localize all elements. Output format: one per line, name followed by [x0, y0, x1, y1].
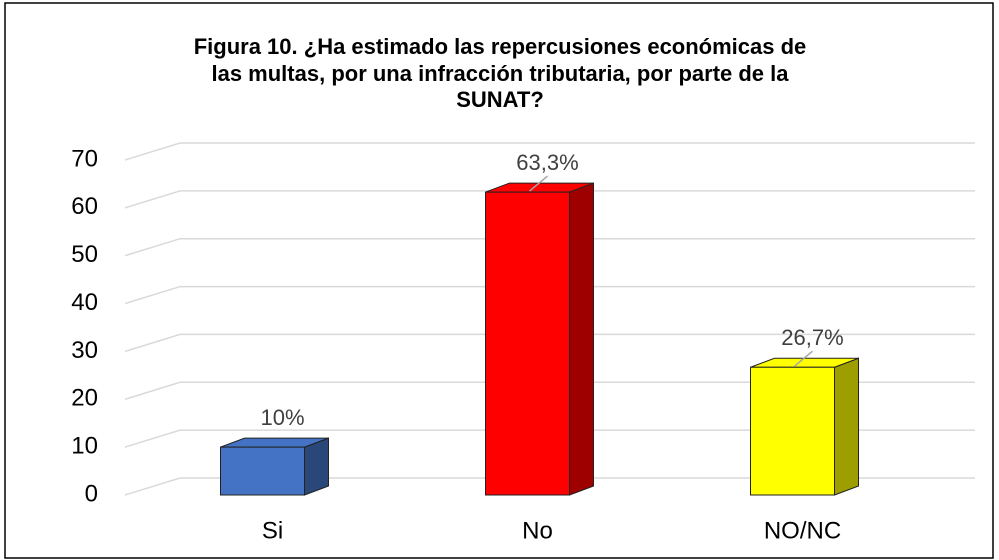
chart-title: Figura 10. ¿Ha estimado las repercusione… — [194, 34, 807, 59]
leader-line — [794, 350, 813, 367]
grid-line — [124, 285, 975, 305]
bar — [750, 357, 859, 496]
grid-line — [124, 237, 975, 257]
y-tick-label: 60 — [71, 193, 98, 220]
y-tick-label: 50 — [71, 241, 98, 268]
y-tick-label: 20 — [71, 385, 98, 412]
bar-front — [750, 366, 835, 496]
grid-line — [124, 429, 975, 448]
bar-side — [834, 357, 859, 496]
y-tick-label: 70 — [71, 145, 98, 172]
y-tick-label: 40 — [71, 289, 98, 316]
value-label: 63,3% — [516, 150, 578, 175]
grid-line — [124, 190, 975, 209]
grid-line — [124, 381, 975, 401]
value-label: 26,7% — [781, 325, 843, 350]
grid-line — [124, 142, 975, 161]
bar — [220, 437, 329, 496]
chart-title: las multas, por una infracción tributari… — [211, 61, 789, 86]
x-tick-label: NO/NC — [764, 517, 841, 544]
x-tick-label: No — [522, 517, 553, 544]
bar-side — [569, 182, 594, 496]
leader-line — [529, 175, 548, 192]
bar — [485, 182, 594, 496]
bar-front — [220, 446, 305, 496]
grid-line — [124, 333, 975, 353]
value-label: 10% — [260, 405, 304, 430]
y-tick-label: 0 — [85, 480, 98, 507]
chart-title: SUNAT? — [456, 87, 544, 112]
y-tick-label: 30 — [71, 337, 98, 364]
x-tick-label: Si — [262, 517, 283, 544]
y-tick-label: 10 — [71, 432, 98, 459]
bar-side — [304, 437, 329, 496]
bar-front — [485, 191, 570, 496]
grid-line — [124, 477, 975, 496]
